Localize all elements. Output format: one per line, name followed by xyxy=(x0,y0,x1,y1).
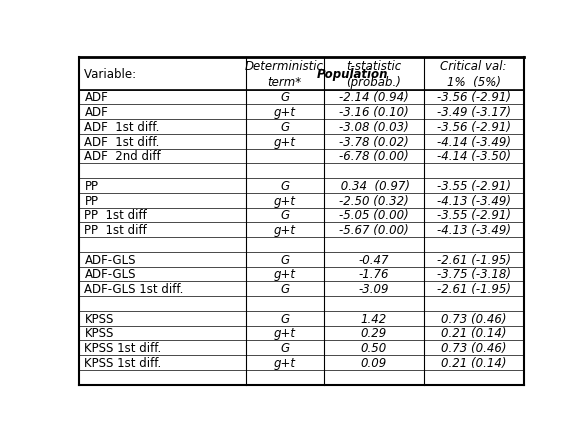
Text: Critical val:
1%  (5%): Critical val: 1% (5%) xyxy=(440,60,507,88)
Text: PP  1st diff: PP 1st diff xyxy=(85,224,147,237)
Text: -3.75 (-3.18): -3.75 (-3.18) xyxy=(437,268,511,281)
Text: -3.08 (0.03): -3.08 (0.03) xyxy=(339,120,409,134)
Text: g+t: g+t xyxy=(273,106,296,119)
Text: -3.49 (-3.17): -3.49 (-3.17) xyxy=(437,106,511,119)
Text: -4.13 (-3.49): -4.13 (-3.49) xyxy=(437,224,511,237)
Text: -3.09: -3.09 xyxy=(358,283,389,296)
Text: -1.76: -1.76 xyxy=(358,268,389,281)
Text: ADF  1st diff.: ADF 1st diff. xyxy=(85,135,160,148)
Text: -2.14 (0.94): -2.14 (0.94) xyxy=(339,91,409,104)
Text: -2.61 (-1.95): -2.61 (-1.95) xyxy=(437,253,511,266)
Text: ADF-GLS 1st diff.: ADF-GLS 1st diff. xyxy=(85,283,184,296)
Text: Population: Population xyxy=(317,67,388,81)
Text: Deterministic
term*: Deterministic term* xyxy=(245,60,324,88)
Text: ADF-GLS: ADF-GLS xyxy=(85,268,136,281)
Text: KPSS 1st diff.: KPSS 1st diff. xyxy=(85,356,162,369)
Text: -3.56 (-2.91): -3.56 (-2.91) xyxy=(437,91,511,104)
Text: -5.05 (0.00): -5.05 (0.00) xyxy=(339,209,409,222)
Text: G: G xyxy=(280,253,289,266)
Text: -4.14 (-3.49): -4.14 (-3.49) xyxy=(437,135,511,148)
Text: g+t: g+t xyxy=(273,268,296,281)
Text: -2.61 (-1.95): -2.61 (-1.95) xyxy=(437,283,511,296)
Text: 0.21 (0.14): 0.21 (0.14) xyxy=(441,356,506,369)
Text: -0.47: -0.47 xyxy=(358,253,389,266)
Text: ADF  2nd diff: ADF 2nd diff xyxy=(85,150,161,163)
Text: PP: PP xyxy=(85,194,98,207)
Text: KPSS 1st diff.: KPSS 1st diff. xyxy=(85,342,162,354)
Text: 0.50: 0.50 xyxy=(360,342,387,354)
Text: G: G xyxy=(280,209,289,222)
Text: G: G xyxy=(280,180,289,193)
Text: PP: PP xyxy=(85,180,98,193)
Text: g+t: g+t xyxy=(273,135,296,148)
Text: -3.16 (0.10): -3.16 (0.10) xyxy=(339,106,409,119)
Text: ADF-GLS: ADF-GLS xyxy=(85,253,136,266)
Text: t-statistic
(probab.): t-statistic (probab.) xyxy=(346,60,401,88)
Text: -5.67 (0.00): -5.67 (0.00) xyxy=(339,224,409,237)
Text: -3.78 (0.02): -3.78 (0.02) xyxy=(339,135,409,148)
Text: g+t: g+t xyxy=(273,327,296,340)
Text: 0.09: 0.09 xyxy=(360,356,387,369)
Text: G: G xyxy=(280,283,289,296)
Text: KPSS: KPSS xyxy=(85,327,114,340)
Text: G: G xyxy=(280,342,289,354)
Text: 0.73 (0.46): 0.73 (0.46) xyxy=(441,342,506,354)
Text: g+t: g+t xyxy=(273,194,296,207)
Text: PP  1st diff: PP 1st diff xyxy=(85,209,147,222)
Text: -4.14 (-3.50): -4.14 (-3.50) xyxy=(437,150,511,163)
Text: -4.13 (-3.49): -4.13 (-3.49) xyxy=(437,194,511,207)
Text: -3.55 (-2.91): -3.55 (-2.91) xyxy=(437,180,511,193)
Text: g+t: g+t xyxy=(273,224,296,237)
Text: KPSS: KPSS xyxy=(85,312,114,325)
Text: 0.73 (0.46): 0.73 (0.46) xyxy=(441,312,506,325)
Text: -3.56 (-2.91): -3.56 (-2.91) xyxy=(437,120,511,134)
Text: ADF: ADF xyxy=(85,106,108,119)
Text: G: G xyxy=(280,312,289,325)
Text: G: G xyxy=(280,91,289,104)
Text: -2.50 (0.32): -2.50 (0.32) xyxy=(339,194,409,207)
Text: 0.34  (0.97): 0.34 (0.97) xyxy=(337,180,410,193)
Text: ADF: ADF xyxy=(85,91,108,104)
Text: 0.29: 0.29 xyxy=(360,327,387,340)
Text: G: G xyxy=(280,120,289,134)
Text: 0.21 (0.14): 0.21 (0.14) xyxy=(441,327,506,340)
Text: 1.42: 1.42 xyxy=(360,312,387,325)
Text: -3.55 (-2.91): -3.55 (-2.91) xyxy=(437,209,511,222)
Text: g+t: g+t xyxy=(273,356,296,369)
Text: -6.78 (0.00): -6.78 (0.00) xyxy=(339,150,409,163)
Text: Variable:: Variable: xyxy=(85,67,141,81)
Text: ADF  1st diff.: ADF 1st diff. xyxy=(85,120,160,134)
